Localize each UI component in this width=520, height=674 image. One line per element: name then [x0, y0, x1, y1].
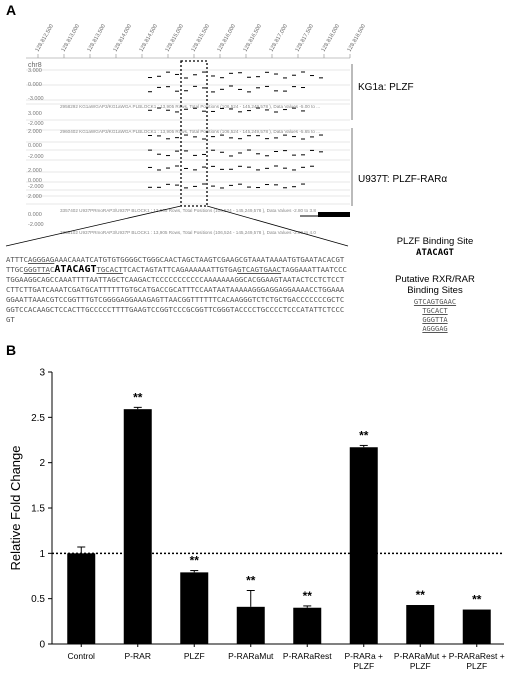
track-scale-value: 0.000 — [28, 82, 42, 88]
plzf-binding-seq: ATACAGT — [416, 248, 454, 258]
significance-mark: ** — [303, 589, 313, 603]
track-label-u937t: U937T: PLZF-RARα — [358, 174, 448, 185]
ruler-tick-label: 128,818,500 — [347, 24, 367, 53]
track-scale-value: 0.000 — [28, 143, 42, 149]
zoom-line-left — [5, 205, 182, 247]
bar — [406, 605, 435, 644]
y-tick-label: 0.5 — [31, 594, 45, 605]
rxr-site-legend: AGGGAG — [422, 325, 448, 333]
bar-chart: 0 0.5 1 1.5 2 2.5 3 Relative Fold Change Control… — [8, 368, 505, 672]
rxr-site-gtcagtgaac: GTCAGTGAAC — [237, 265, 282, 274]
x-tick-label: PLZF — [184, 651, 205, 661]
ruler-tick-label: 128,817,000 — [269, 24, 289, 53]
panel-a-letter: A — [6, 2, 17, 18]
ruler-tick-label: 128,816,500 — [243, 24, 263, 53]
significance-mark: ** — [133, 390, 143, 404]
rxr-site-legend: TGCACT — [422, 307, 448, 315]
significance-mark: ** — [190, 554, 200, 568]
x-tick-label: P-RARaMut + — [394, 651, 447, 661]
significance-mark: ** — [246, 574, 256, 588]
plzf-binding-title: PLZF Binding Site — [396, 236, 474, 247]
y-tick-label: 3 — [39, 368, 45, 379]
bar — [236, 606, 265, 644]
y-axis-label: Relative Fold Change — [8, 445, 23, 570]
track-scale-value: -2.000 — [28, 154, 44, 160]
x-tick-label: Control — [68, 651, 96, 661]
x-tick-label: PLZF — [410, 661, 431, 671]
x-tick-label: P-RARaMut — [228, 651, 274, 661]
x-tick-label: P-RARa + — [345, 651, 384, 661]
x-tick-label: P-RARaRest + — [449, 651, 505, 661]
zoom-line-right — [206, 205, 349, 247]
ruler-tick-label: 128,815,500 — [191, 24, 211, 53]
track-label-kg1a: KG1a: PLZF — [358, 82, 414, 93]
y-tick-label: 0 — [39, 640, 45, 651]
ruler-tick-label: 128,816,000 — [217, 24, 237, 53]
ruler-tick-label: 128,814,000 — [113, 24, 133, 53]
rxr-site-gggtta: GGGTTA — [23, 265, 50, 274]
track-scale-value: 3.000 — [28, 68, 42, 74]
ruler-tick-label: 128,813,000 — [61, 24, 81, 53]
track-info: 3358102 U937PRmoRAP3/U937P BLOCK1 : 13,9… — [60, 230, 316, 235]
highlight-region-box — [180, 60, 208, 207]
ruler-tick-label: 128,814,500 — [139, 24, 159, 53]
ruler-tick-label: 128,812,500 — [35, 24, 55, 53]
y-tick-label: 2.5 — [31, 413, 45, 424]
ruler-tick-label: 128,818,000 — [321, 24, 341, 53]
rxr-binding-title-2: Binding Sites — [407, 285, 463, 296]
ruler-tick-label: 128,813,500 — [87, 24, 107, 53]
bar — [293, 607, 322, 644]
track-scale-value: 0.000 — [28, 212, 42, 218]
significance-mark: ** — [472, 593, 482, 607]
track-scale-value: 0.000 — [28, 178, 42, 184]
rxr-binding-legend: Putative RXR/RAR Binding Sites GTCAGTGAA… — [356, 274, 514, 334]
track-info: 3357402 U937PRmoRAP3/U937P BLOCK1 : 13,9… — [60, 208, 316, 213]
x-tick-label: P-RAR — [125, 651, 151, 661]
significance-mark: ** — [416, 588, 426, 602]
y-tick-label: 1.5 — [31, 504, 45, 515]
genome-browser-view: 128,812,500 128,813,000 128,813,500 128,814… — [5, 24, 367, 247]
bar — [462, 609, 491, 644]
bar — [123, 409, 152, 644]
ruler-tick-label: 128,815,000 — [165, 24, 185, 53]
track-scale-value: 2.000 — [28, 129, 42, 135]
x-tick-label: PLZF — [353, 661, 374, 671]
x-tick-label: P-RARaRest — [283, 651, 332, 661]
bar — [349, 447, 378, 644]
x-tick-label: PLZF — [466, 661, 487, 671]
track-scale-value: 2.000 — [28, 194, 42, 200]
rxr-site-tgcact: TGCACT — [96, 265, 123, 274]
rxr-site-agggag: AGGGAG — [27, 255, 55, 264]
track-scale-value: 3.000 — [28, 111, 42, 117]
ruler-tick-label: 128,817,500 — [295, 24, 315, 53]
promoter-sequence: ATTTCAGGGAGAAACAAATCATGTGTGGGGCTGGGCAACT… — [6, 255, 347, 324]
y-tick-label: 1 — [39, 549, 45, 560]
plzf-binding-legend: PLZF Binding Site ATACAGT — [356, 236, 514, 258]
track-scale-value: -2.000 — [28, 121, 44, 127]
plzf-site: ATACAGT — [54, 264, 97, 275]
track-scale-value: -2.000 — [28, 184, 44, 190]
track-scale-value: 2.000 — [28, 168, 42, 174]
significance-mark: ** — [359, 428, 369, 442]
chrom-label: chr8 — [28, 62, 42, 69]
gene-feature-block — [318, 212, 350, 217]
y-tick-label: 2 — [39, 458, 45, 469]
track-info: 2958292 KG1aWGAP3/KG1aWGA PLBLOCK1 : 13,… — [60, 104, 320, 109]
track-scale-value: -3.000 — [28, 96, 44, 102]
bar — [180, 572, 209, 644]
track-scale-value: -2.000 — [28, 222, 44, 228]
rxr-binding-title-1: Putative RXR/RAR — [395, 274, 475, 285]
rxr-site-legend: GGGTTA — [422, 316, 448, 324]
rxr-site-legend: GTCAGTGAAC — [413, 298, 457, 306]
panel-b: B 0 0.5 1 1.5 2 2.5 3 Relative Fold Change Contr… — [0, 340, 520, 674]
panel-b-letter: B — [6, 342, 17, 358]
bar — [67, 553, 96, 644]
track-info: 2960402 KG1aWGAP3/KG1aWGA PLBLOCK1 : 13,… — [60, 129, 320, 134]
